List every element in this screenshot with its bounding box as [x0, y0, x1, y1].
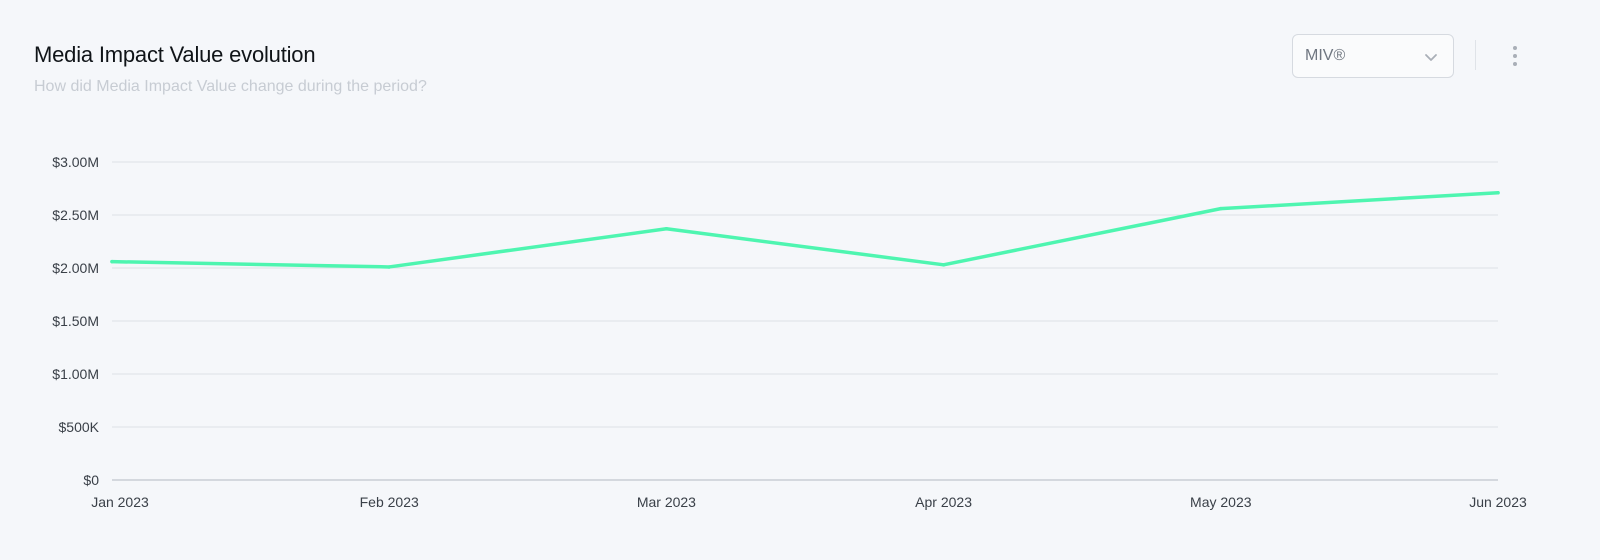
chevron-down-icon [1425, 54, 1437, 61]
y-axis-ticks: $0 $500K $1.00M $1.50M $2.00M $2.50M $3.00M [52, 154, 99, 488]
x-tick-label: Mar 2023 [637, 494, 696, 510]
series-line [110, 190, 1500, 269]
y-tick-label: $2.00M [52, 260, 99, 276]
data-point[interactable] [1219, 206, 1223, 211]
x-tick-label: Feb 2023 [360, 494, 419, 510]
x-tick-label: Apr 2023 [915, 494, 972, 510]
y-tick-label: $1.50M [52, 313, 99, 329]
y-tick-label: $3.00M [52, 154, 99, 170]
y-tick-label: $1.00M [52, 366, 99, 382]
grid-lines [112, 161, 1498, 481]
metric-select[interactable]: MIV® [1292, 34, 1454, 78]
data-point[interactable] [110, 259, 114, 264]
x-tick-label: May 2023 [1190, 494, 1252, 510]
y-tick-label: $500K [59, 419, 100, 435]
x-tick-label: Jun 2023 [1469, 494, 1527, 510]
data-point[interactable] [1496, 190, 1500, 195]
toolbar-divider [1475, 40, 1476, 70]
series-group [110, 190, 1500, 269]
more-vertical-icon[interactable] [1503, 42, 1527, 70]
data-point[interactable] [941, 263, 946, 267]
x-tick-label: Jan 2023 [91, 494, 149, 510]
y-tick-label: $0 [83, 472, 99, 488]
chart-subtitle: How did Media Impact Value change during… [34, 78, 427, 95]
x-axis-ticks: Jan 2023 Feb 2023 Mar 2023 Apr 2023 May 2023… [91, 494, 1527, 510]
data-point[interactable] [664, 227, 669, 231]
chart-title: Media Impact Value evolution [34, 42, 316, 67]
y-tick-label: $2.50M [52, 207, 99, 223]
data-point[interactable] [387, 265, 391, 269]
metric-select-value: MIV® [1305, 47, 1346, 64]
